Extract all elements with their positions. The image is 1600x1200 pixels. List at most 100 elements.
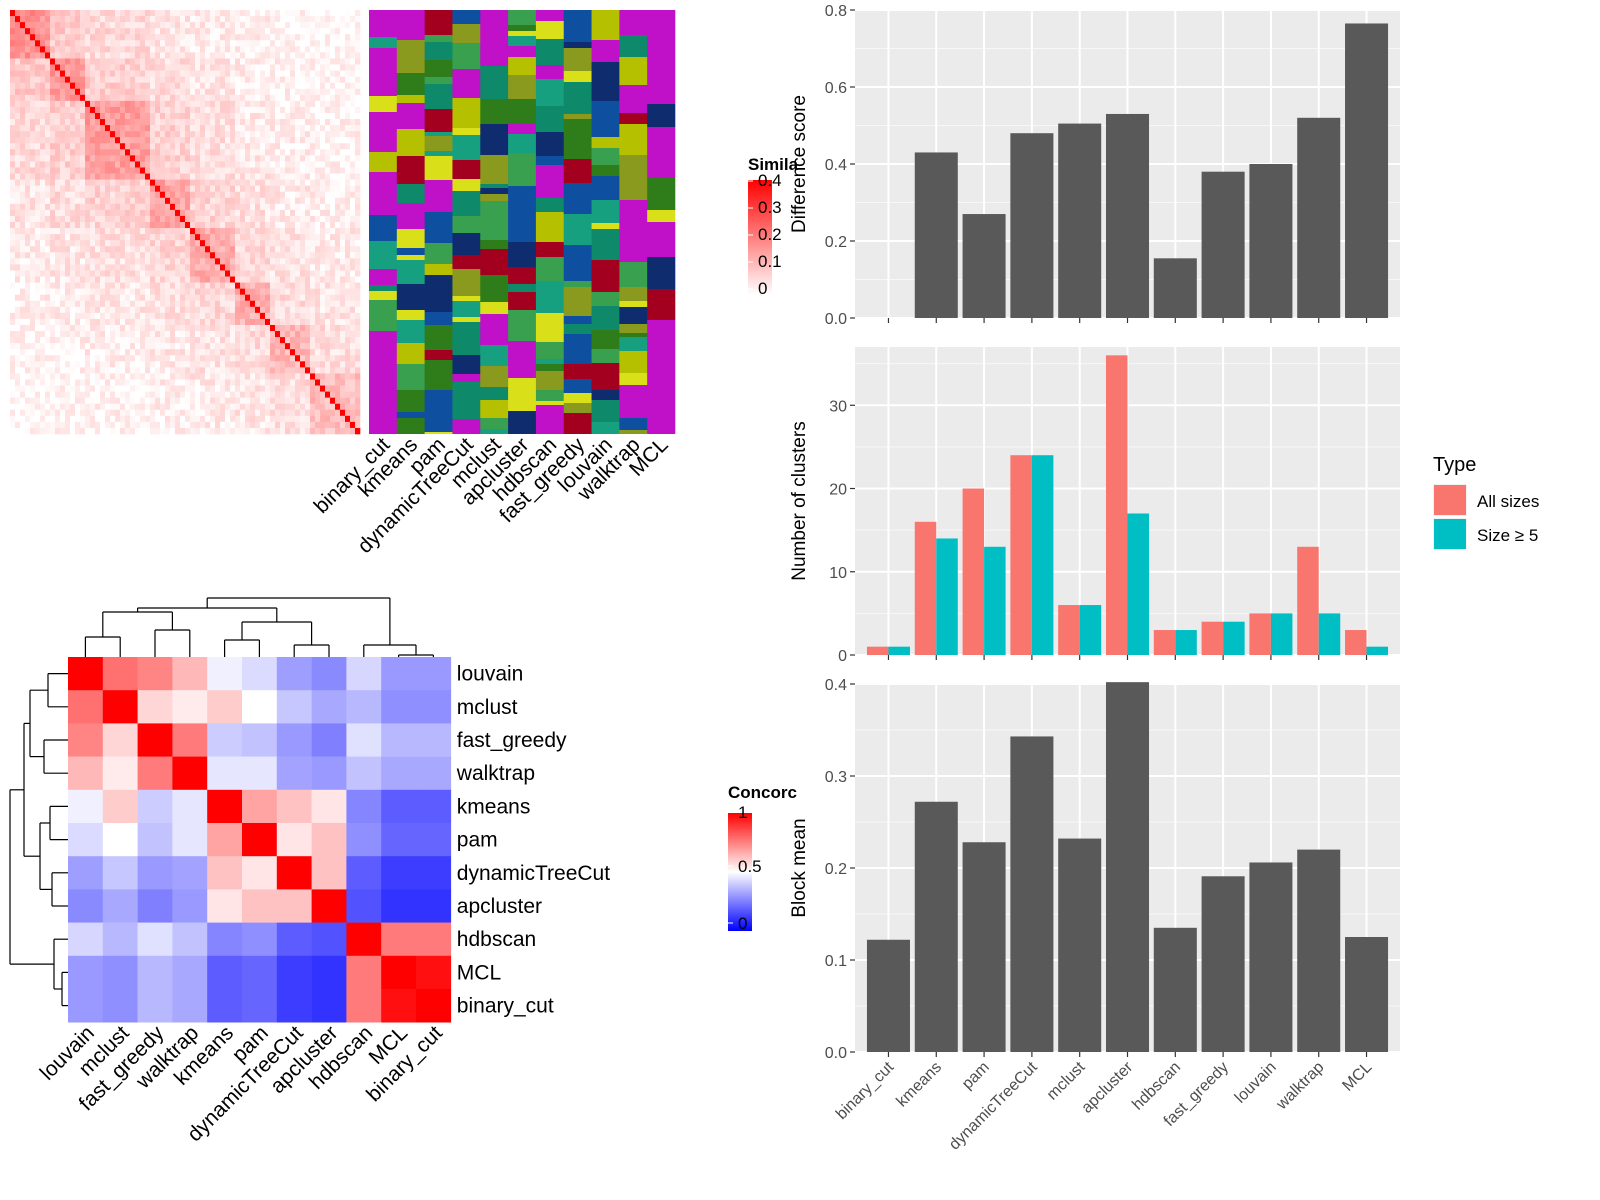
similarity-cell	[285, 270, 291, 277]
similarity-cell	[285, 94, 291, 102]
similarity-cell	[245, 379, 251, 386]
similarity-cell	[270, 427, 276, 435]
similarity-cell	[320, 373, 326, 380]
similarity-cell	[145, 288, 151, 295]
similarity-cell	[185, 46, 191, 53]
similarity-cell	[30, 34, 36, 41]
similarity-cell	[95, 379, 101, 386]
similarity-cell	[125, 167, 131, 174]
similarity-cell	[65, 228, 71, 235]
similarity-cell	[150, 119, 156, 126]
similarity-cell	[235, 403, 241, 411]
similarity-cell	[230, 228, 236, 235]
similarity-cell	[285, 264, 291, 271]
similarity-cell	[50, 391, 56, 398]
similarity-cell	[225, 125, 231, 132]
similarity-cell	[285, 409, 291, 417]
similarity-cell	[235, 112, 241, 120]
similarity-cell	[220, 349, 226, 356]
similarity-cell	[320, 143, 326, 150]
similarity-cell	[20, 58, 26, 65]
similarity-cell	[180, 179, 186, 186]
similarity-cell	[235, 258, 241, 265]
similarity-cell	[160, 288, 166, 295]
similarity-cell	[310, 161, 316, 168]
similarity-cell	[180, 300, 186, 308]
similarity-cell	[345, 240, 351, 247]
similarity-cell	[220, 125, 226, 132]
similarity-cell	[60, 112, 66, 120]
similarity-cell	[25, 40, 31, 47]
similarity-cell	[60, 76, 66, 83]
similarity-cell	[350, 143, 356, 150]
similarity-cell	[165, 343, 171, 350]
similarity-cell	[120, 252, 126, 259]
similarity-cell	[40, 191, 46, 199]
similarity-cell	[115, 70, 121, 77]
similarity-cell	[65, 222, 71, 229]
similarity-cell	[75, 421, 81, 429]
similarity-cell	[135, 415, 141, 423]
similarity-cell	[110, 173, 116, 180]
cluster-cell	[369, 291, 398, 300]
similarity-cell	[200, 100, 206, 108]
similarity-cell	[90, 143, 96, 150]
similarity-cell	[330, 379, 336, 386]
similarity-cell	[285, 28, 291, 35]
similarity-cell	[185, 119, 191, 126]
similarity-cell	[145, 191, 151, 199]
similarity-cell	[170, 46, 176, 53]
similarity-cell	[255, 82, 261, 90]
similarity-cell	[130, 312, 136, 320]
similarity-cell	[15, 409, 21, 417]
similarity-cell	[30, 421, 36, 429]
similarity-cell	[210, 222, 216, 229]
similarity-cell	[200, 40, 206, 47]
similarity-cell	[310, 155, 316, 162]
similarity-cell	[350, 34, 356, 41]
similarity-cell	[30, 240, 36, 247]
similarity-cell	[75, 22, 81, 29]
similarity-cell	[75, 40, 81, 47]
similarity-cell	[275, 149, 281, 156]
similarity-cell	[190, 179, 196, 186]
similarity-cell	[160, 16, 166, 23]
similarity-cell	[85, 82, 91, 90]
similarity-cell	[55, 34, 61, 41]
similarity-cell	[135, 337, 141, 344]
similarity-cell	[270, 131, 276, 138]
similarity-cell	[15, 76, 21, 83]
similarity-cell	[40, 125, 46, 132]
similarity-cell	[320, 10, 326, 17]
similarity-cell	[325, 355, 331, 362]
similarity-cell	[180, 64, 186, 71]
similarity-cell	[35, 409, 41, 417]
similarity-cell	[235, 106, 241, 114]
similarity-cell	[235, 373, 241, 380]
similarity-cell	[85, 337, 91, 344]
similarity-cell	[320, 288, 326, 295]
similarity-cell	[65, 112, 71, 120]
similarity-cell	[330, 125, 336, 132]
similarity-cell	[210, 379, 216, 386]
similarity-cell	[300, 143, 306, 150]
similarity-cell	[105, 94, 111, 102]
similarity-cell	[135, 197, 141, 205]
similarity-cell	[95, 403, 101, 411]
similarity-cell	[355, 343, 361, 350]
similarity-cell	[225, 112, 231, 120]
similarity-cell	[270, 252, 276, 259]
similarity-cell	[265, 240, 271, 247]
similarity-cell	[340, 143, 346, 150]
similarity-cell	[300, 94, 306, 102]
similarity-cell	[50, 119, 56, 126]
similarity-cell	[325, 373, 331, 380]
similarity-cell	[75, 167, 81, 174]
similarity-cell	[165, 306, 171, 314]
similarity-cell	[35, 10, 41, 17]
similarity-cell	[340, 324, 346, 332]
cluster-cell	[452, 296, 481, 301]
similarity-cell	[190, 52, 196, 59]
similarity-cell	[20, 397, 26, 405]
cluster-cell	[369, 152, 398, 172]
